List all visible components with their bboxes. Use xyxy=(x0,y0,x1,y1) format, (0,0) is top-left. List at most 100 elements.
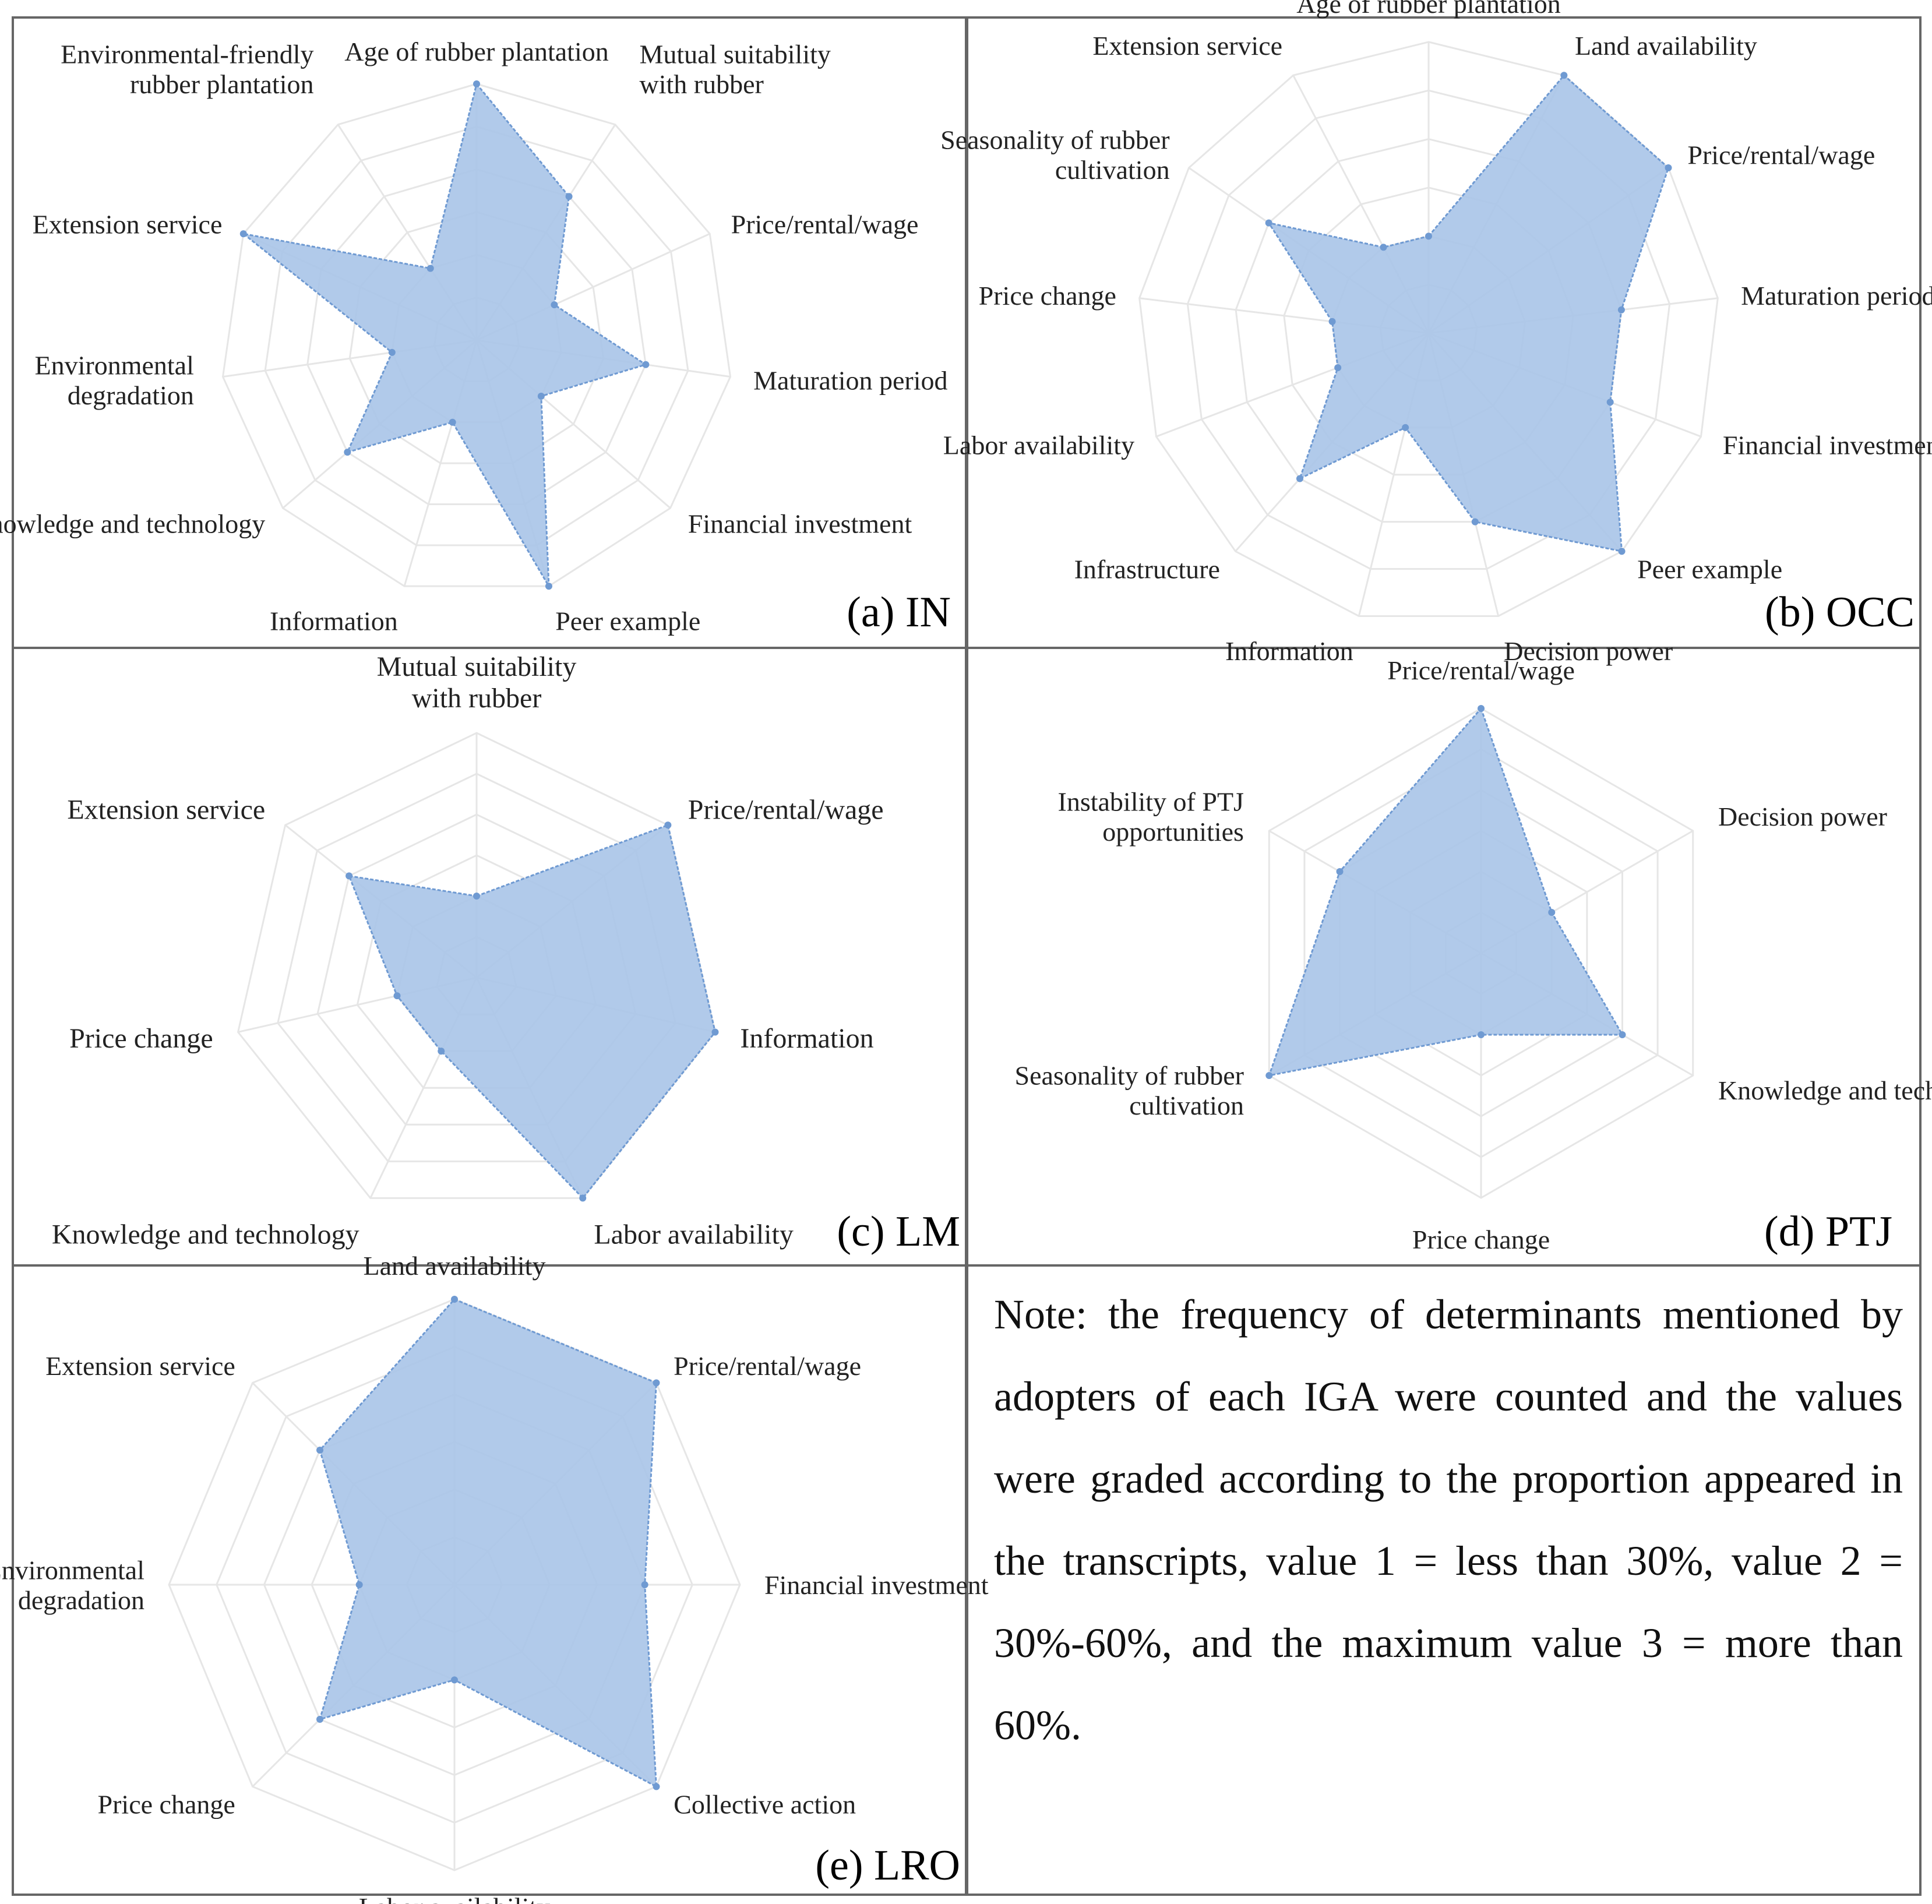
axis-label: Decision power xyxy=(1718,802,1887,831)
data-point xyxy=(1478,1031,1485,1038)
axis-label: Price change xyxy=(98,1789,235,1819)
data-point xyxy=(1328,318,1336,325)
axis-label: Knowledge and technology xyxy=(0,509,265,538)
axis-label: Extension service xyxy=(45,1351,235,1381)
axis-label: Peer example xyxy=(555,606,700,636)
panel-label-b: (b) OCC xyxy=(1765,588,1915,636)
radar-chart-3: Price/rental/wage Decision power Knowledge… xyxy=(1015,655,1932,1254)
note-text: Note: the frequency of determinants ment… xyxy=(994,1291,1903,1748)
axis-label: Extension service xyxy=(33,210,223,239)
radar-chart-0: Age of rubber plantation Mutual suitabili… xyxy=(0,37,948,636)
axis-label: Price change xyxy=(69,1023,213,1054)
axis-label: Peer example xyxy=(1637,554,1782,584)
data-point xyxy=(438,1048,445,1055)
data-point xyxy=(1471,518,1479,526)
axis-label: Knowledge and technology xyxy=(1718,1076,1932,1105)
axis-label: Information xyxy=(1225,636,1353,666)
axis-label: Land availability xyxy=(1575,31,1757,61)
data-point xyxy=(388,348,396,356)
axis-label: Financial investment xyxy=(1723,431,1932,460)
data-point xyxy=(344,449,351,456)
series-area xyxy=(347,824,717,1200)
grid-ring xyxy=(264,125,689,546)
data-point xyxy=(1402,424,1409,431)
data-point xyxy=(1548,909,1556,916)
data-point xyxy=(316,1715,324,1723)
grid-ring xyxy=(221,83,732,587)
axis-label: Information xyxy=(740,1023,873,1054)
data-point xyxy=(1560,72,1568,79)
data-point xyxy=(579,1194,587,1202)
axis-label: Mutual suitability with rubber xyxy=(377,651,577,714)
axis-label: Labor availability xyxy=(359,1892,550,1904)
axis-label: Decision power xyxy=(1504,636,1673,666)
axis-label: Labor availability xyxy=(594,1219,794,1250)
data-point xyxy=(545,583,552,590)
axis-label: Information xyxy=(270,606,398,636)
data-point xyxy=(316,1447,324,1454)
panel-label-a: (a) IN xyxy=(847,588,951,636)
panel-label-e: (e) LRO xyxy=(815,1842,960,1889)
axis-label: Instability of PTJ opportunities xyxy=(1058,787,1244,847)
axis-label: Mutual suitability with rubber xyxy=(640,40,831,100)
radar-chart-2: Mutual suitability with rubber Price/renta… xyxy=(52,651,884,1250)
panel-label-d: (d) PTJ xyxy=(1764,1208,1892,1256)
axis-label: Labor availability xyxy=(943,431,1134,460)
data-point xyxy=(473,893,480,900)
axis-label: Environmental-friendly rubber plantation xyxy=(61,40,313,100)
axis-label: Price/rental/wage xyxy=(674,1351,861,1381)
data-point xyxy=(537,393,545,400)
axis-label: Price change xyxy=(979,281,1116,311)
data-point xyxy=(393,992,401,1000)
data-point xyxy=(551,301,558,309)
axis-label: Collective action xyxy=(674,1789,856,1819)
data-point xyxy=(239,230,247,238)
data-point xyxy=(1619,1031,1626,1038)
data-point xyxy=(449,418,456,426)
series-area xyxy=(242,82,648,587)
data-point xyxy=(345,872,353,880)
data-point xyxy=(1618,548,1626,555)
data-point xyxy=(1296,475,1303,482)
axis-label: Environmental degradation xyxy=(35,351,194,411)
data-point xyxy=(1334,364,1342,372)
radar-chart-4: Land availability Price/rental/wage Financ… xyxy=(0,1251,989,1904)
data-point xyxy=(451,1296,458,1303)
data-point xyxy=(664,821,672,829)
axis-label: Age of rubber plantation xyxy=(344,37,608,66)
data-point xyxy=(1606,399,1614,406)
axis-label: Age of rubber plantation xyxy=(1296,0,1560,19)
data-point xyxy=(653,1379,660,1387)
data-point xyxy=(565,193,573,200)
data-point xyxy=(355,1581,363,1588)
data-point xyxy=(653,1783,660,1790)
axis-label: Financial investment xyxy=(764,1570,989,1600)
axis-label: Maturation period xyxy=(753,365,947,395)
panel-label-c: (c) LM xyxy=(837,1208,960,1256)
data-point xyxy=(1665,164,1672,171)
axis-label: Price/rental/wage xyxy=(731,210,919,239)
axis-label: Seasonality of rubber cultivation xyxy=(1015,1060,1244,1120)
axis-label: Seasonality of rubber cultivation xyxy=(940,125,1169,185)
series-area xyxy=(1268,707,1624,1077)
axis-label: Price/rental/wage xyxy=(1387,655,1575,685)
series-area xyxy=(1267,74,1670,553)
axis-label: Infrastructure xyxy=(1074,554,1220,584)
data-point xyxy=(1617,306,1625,313)
axis-label: Land availability xyxy=(364,1251,546,1281)
panel-frame-note xyxy=(966,1264,1922,1896)
axis-label: Extension service xyxy=(1092,31,1282,61)
data-point xyxy=(1478,705,1485,712)
axis-label: Maturation period xyxy=(1741,281,1932,311)
data-point xyxy=(1425,232,1432,240)
data-point xyxy=(451,1676,458,1684)
axis-label: Price change xyxy=(1412,1225,1550,1254)
data-point xyxy=(473,80,480,87)
axis-label: Price/rental/wage xyxy=(688,795,884,826)
data-point xyxy=(642,361,650,368)
axis-label: Environmental degradation xyxy=(0,1555,144,1615)
axis-label: Price/rental/wage xyxy=(1687,140,1875,170)
data-point xyxy=(1380,244,1387,251)
